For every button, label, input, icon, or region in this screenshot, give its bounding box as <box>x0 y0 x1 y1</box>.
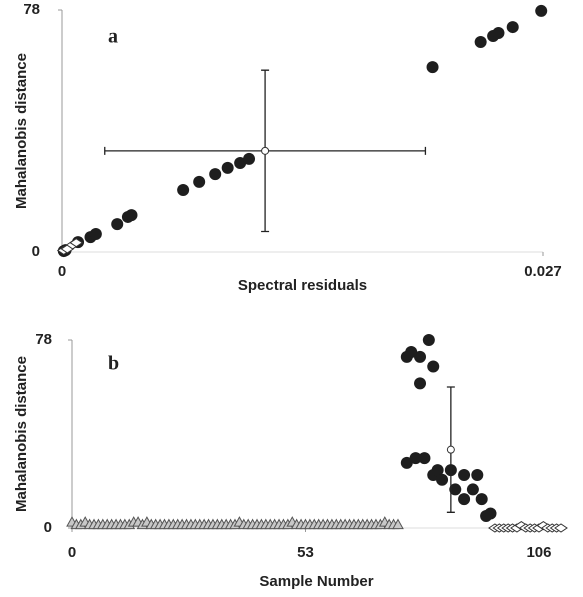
point <box>431 464 444 477</box>
point <box>400 456 413 469</box>
point <box>405 346 418 359</box>
point <box>475 493 488 506</box>
x-tick-label: 106 <box>526 544 551 561</box>
panel-label: b <box>108 353 119 375</box>
point <box>414 377 427 390</box>
point <box>89 228 102 241</box>
point <box>535 4 548 17</box>
x-tick-label: 0.027 <box>524 263 562 280</box>
point <box>484 507 497 520</box>
point <box>209 168 222 181</box>
point <box>466 483 479 496</box>
point <box>261 146 270 155</box>
y-tick-label: 78 <box>23 1 40 18</box>
point <box>471 468 484 481</box>
point <box>243 152 256 165</box>
point <box>474 35 487 48</box>
point <box>69 238 84 248</box>
point <box>426 61 439 74</box>
point <box>177 183 190 196</box>
panel-label: a <box>108 26 118 48</box>
point <box>418 452 431 465</box>
point <box>409 452 422 465</box>
point <box>221 161 234 174</box>
point <box>427 360 440 373</box>
point <box>111 218 124 231</box>
x-tick-label: 0 <box>58 263 66 280</box>
point <box>436 473 449 486</box>
point <box>193 175 206 188</box>
point <box>414 350 427 363</box>
x-tick-label: 53 <box>297 544 314 561</box>
point <box>422 334 435 346</box>
y-axis-label: Mahalanobis distance <box>13 356 30 512</box>
x-axis-label: Spectral residuals <box>238 277 367 294</box>
y-tick-label: 78 <box>35 331 52 348</box>
x-axis-label: Sample Number <box>259 573 373 590</box>
point <box>554 523 568 533</box>
x-tick-label: 0 <box>68 544 76 561</box>
point <box>492 26 505 39</box>
y-tick-label: 0 <box>44 519 52 536</box>
point <box>449 483 462 496</box>
point <box>458 493 471 506</box>
point <box>506 21 519 34</box>
point <box>125 209 138 222</box>
y-tick-label: 0 <box>32 243 40 260</box>
point <box>446 445 455 454</box>
y-axis-label: Mahalanobis distance <box>13 53 30 209</box>
point <box>458 468 471 481</box>
point <box>392 518 404 530</box>
